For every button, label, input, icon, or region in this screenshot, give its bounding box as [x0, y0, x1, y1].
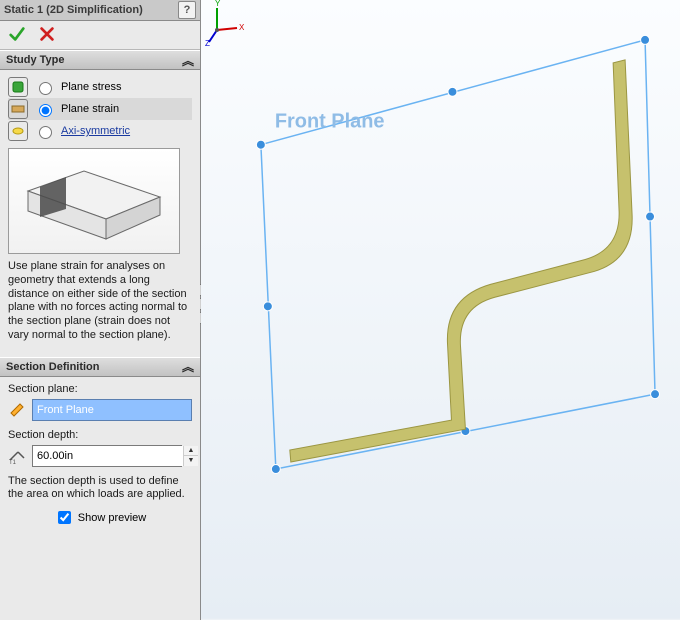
- depth-icon: T1: [8, 447, 26, 465]
- section-depth-note: The section depth is used to define the …: [8, 475, 192, 503]
- plane-strain-option[interactable]: Plane strain: [8, 98, 192, 120]
- graphics-viewport[interactable]: Front Plane Y X Z: [201, 0, 680, 620]
- plane-selector-icon: [8, 401, 26, 419]
- depth-spinner-down[interactable]: ▼: [184, 456, 198, 466]
- chevron-up-icon: ︽: [182, 52, 194, 69]
- svg-text:X: X: [239, 23, 245, 32]
- study-type-header-label: Study Type: [6, 54, 64, 66]
- help-button[interactable]: ?: [178, 1, 196, 19]
- show-preview-label: Show preview: [78, 512, 146, 524]
- section-depth-label: Section depth:: [8, 429, 192, 441]
- show-preview-checkbox[interactable]: [58, 511, 71, 524]
- plane-handle[interactable]: [256, 140, 265, 149]
- plane-stress-option[interactable]: Plane stress: [8, 76, 192, 98]
- study-type-body: Plane stress Plane strain Axi-symmetric: [0, 70, 200, 349]
- plane-handle[interactable]: [641, 35, 650, 44]
- view-triad: Y X Z: [201, 0, 247, 46]
- chevron-up-icon: ︽: [182, 358, 194, 375]
- section-definition-header[interactable]: Section Definition ︽: [0, 357, 200, 377]
- plane-strain-icon: [8, 99, 28, 119]
- plane-stress-radio[interactable]: [39, 82, 52, 95]
- section-definition-header-label: Section Definition: [6, 361, 100, 373]
- ok-icon[interactable]: [8, 25, 26, 46]
- plane-stress-label: Plane stress: [61, 81, 122, 93]
- plane-strain-label: Plane strain: [61, 103, 119, 115]
- section-plane-label: Section plane:: [8, 383, 192, 395]
- plane-handle[interactable]: [651, 390, 660, 399]
- section-depth-input-wrap: ▲ ▼: [32, 445, 182, 467]
- plane-stress-icon: [8, 77, 28, 97]
- axi-symmetric-option[interactable]: Axi-symmetric: [8, 120, 192, 142]
- svg-text:Y: Y: [215, 0, 221, 8]
- plane-handle[interactable]: [646, 212, 655, 221]
- section-plane-input[interactable]: [32, 399, 192, 421]
- plane-strain-radio[interactable]: [39, 104, 52, 117]
- axi-symmetric-label[interactable]: Axi-symmetric: [61, 125, 130, 137]
- titlebar-title: Static 1 (2D Simplification): [4, 4, 143, 16]
- svg-text:Z: Z: [205, 39, 210, 46]
- section-definition-body: Section plane: Section depth: T1 ▲ ▼: [0, 377, 200, 534]
- depth-spinner-up[interactable]: ▲: [184, 446, 198, 457]
- study-type-description: Use plane strain for analyses on geometr…: [8, 260, 192, 343]
- property-manager-panel: Static 1 (2D Simplification) ? Study Typ…: [0, 0, 201, 620]
- plane-handle[interactable]: [448, 87, 457, 96]
- svg-text:T1: T1: [9, 460, 17, 465]
- cancel-icon[interactable]: [38, 25, 56, 46]
- titlebar: Static 1 (2D Simplification) ?: [0, 0, 200, 21]
- axi-symmetric-radio[interactable]: [39, 126, 52, 139]
- axi-symmetric-icon: [8, 121, 28, 141]
- plane-handle[interactable]: [263, 302, 272, 311]
- ok-cancel-row: [0, 21, 200, 50]
- plane-handle[interactable]: [271, 465, 280, 474]
- section-depth-input[interactable]: [33, 446, 183, 466]
- study-type-preview-thumbnail: [8, 148, 180, 254]
- scene-svg: Front Plane: [201, 0, 680, 619]
- study-type-header[interactable]: Study Type ︽: [0, 50, 200, 70]
- front-plane-label: Front Plane: [275, 111, 385, 133]
